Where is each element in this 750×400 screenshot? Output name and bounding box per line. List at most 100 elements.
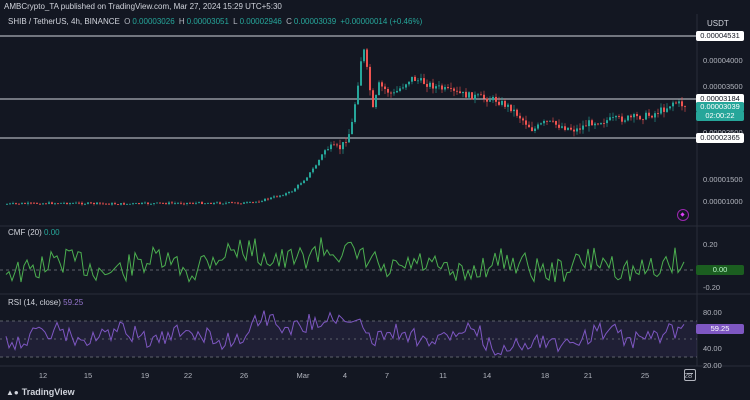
candle-body [276,196,278,198]
candle-body [594,123,596,126]
candle-body [165,203,167,205]
candle-body [429,82,431,87]
candle-body [663,107,665,112]
high-value: 0.00003051 [186,17,229,26]
candle-body [447,87,449,89]
candle-body [180,202,182,204]
candle-body [279,195,281,197]
current-price-tag[interactable]: 0.00003039 [696,102,744,112]
candle-body [417,80,419,82]
candle-body [6,203,8,205]
candle-body [51,202,53,204]
candle-body [591,120,593,126]
close-label: C [286,17,292,26]
candle-body [678,101,680,104]
candle-body [201,202,203,204]
candle-body [333,144,335,146]
candle-body [309,172,311,178]
candle-body [216,202,218,204]
resistance-mid-tag[interactable]: 0.00003184 [696,94,744,104]
candle-body [93,202,95,205]
candle-body [648,112,650,116]
candle-body [111,203,113,205]
rsi-legend[interactable]: RSI (14, close) 59.25 [8,298,83,307]
candle-body [558,124,560,128]
candle-body [198,202,200,203]
candle-body [666,108,668,112]
price-tick: 0.00001500 [703,175,743,184]
candle-body [123,203,125,205]
candle-body [48,202,50,204]
candle-body [225,202,227,204]
symbol-name[interactable]: SHIB / TetherUS, 4h, BINANCE [8,17,120,26]
candle-body [75,202,77,204]
candle-body [579,128,581,130]
candle-body [471,92,473,100]
time-tick: 11 [439,371,447,380]
price-tick: 0.00003500 [703,82,743,91]
candle-body [177,202,179,204]
open-label: O [124,17,131,26]
candle-body [486,98,488,102]
support-tag[interactable]: 0.00002365 [696,133,744,143]
candle-body [147,202,149,205]
candle-body [90,202,92,204]
cmf-tick: 0.20 [703,240,718,249]
cmf-legend[interactable]: CMF (20) 0.00 [8,228,60,237]
price-tick: 0.00004000 [703,56,743,65]
candle-body [138,203,140,204]
candle-body [222,203,224,205]
time-tick: 22 [183,371,193,380]
candle-body [531,127,533,132]
resistance-top-tag[interactable]: 0.00004531 [696,31,744,41]
candle-body [21,203,23,205]
candle-body [477,94,479,96]
candle-body [249,202,251,203]
candle-body [207,203,209,204]
time-tick: 19 [140,371,150,380]
candle-body [399,88,401,91]
candle-body [186,202,188,204]
candle-body [555,121,557,125]
candle-body [312,168,314,173]
candle-body [660,107,662,114]
candle-body [174,203,176,204]
compass-icon[interactable] [677,209,689,221]
candle-body [474,94,476,100]
candle-body [171,202,173,204]
candle-body [405,84,407,88]
candle-body [237,202,239,204]
candle-body [78,202,80,204]
candle-body [411,76,413,82]
candle-body [456,90,458,92]
candle-body [30,202,32,204]
candle-body [348,134,350,143]
candle-body [72,203,74,204]
candle-body [273,196,275,198]
candle-body [606,120,608,124]
currency-label[interactable]: USDT [707,19,729,28]
candle-body [507,104,509,107]
symbol-legend: SHIB / TetherUS, 4h, BINANCE O 0.00003026… [8,17,424,26]
candle-body [525,120,527,125]
candle-body [432,82,434,89]
candle-body [57,203,59,205]
candle-body [264,198,266,202]
candle-body [465,91,467,98]
tradingview-logo[interactable]: ▲● TradingView [6,387,75,397]
candle-body [243,202,245,204]
candle-body [66,202,68,205]
candle-body [636,114,638,117]
candle-body [423,78,425,84]
publisher-text: AMBCrypto_TA published on TradingView.co… [4,2,282,11]
cmf-line [5,237,685,283]
candle-body [84,203,86,205]
candle-body [375,95,377,108]
candle-body [9,203,11,205]
candle-body [396,90,398,93]
candle-body [108,203,110,205]
calendar-icon[interactable] [684,369,696,381]
candle-body [114,203,116,205]
candle-body [645,112,647,120]
